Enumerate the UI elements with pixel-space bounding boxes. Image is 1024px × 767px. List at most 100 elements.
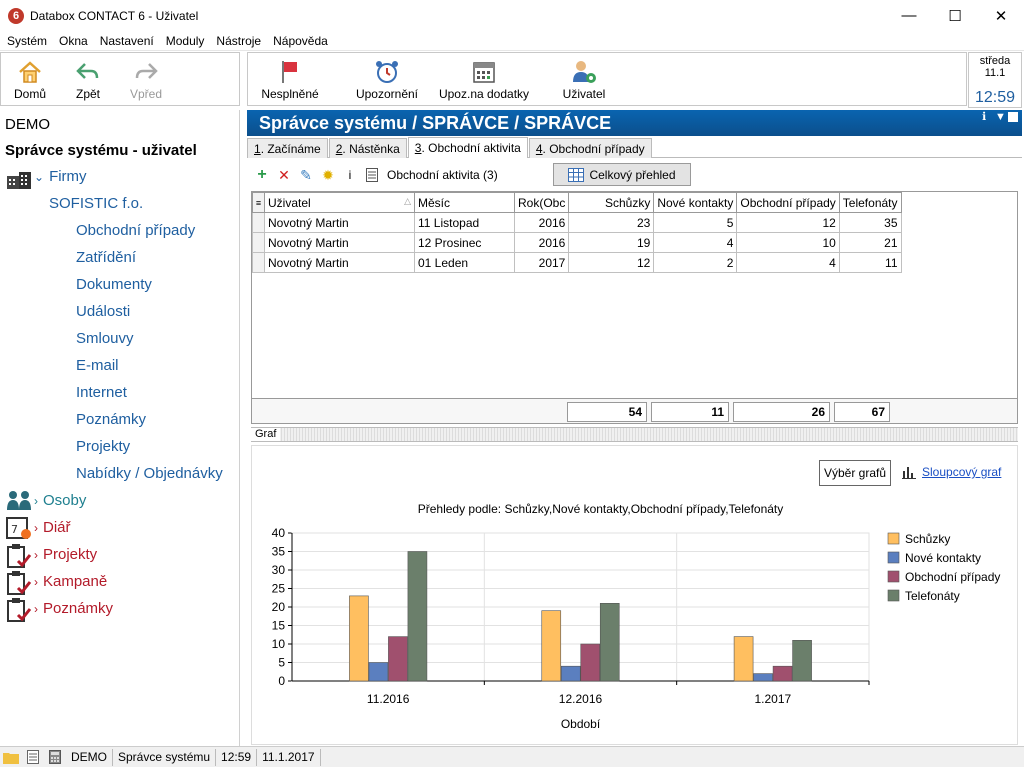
document-icon[interactable] xyxy=(22,750,44,764)
total-new-contacts: 11 xyxy=(651,402,729,422)
svg-text:7: 7 xyxy=(11,523,18,536)
column-header-label: Uživatel xyxy=(268,195,311,210)
column-header-month[interactable]: Měsíc xyxy=(414,192,515,213)
chevron-right-icon: › xyxy=(34,547,38,562)
chevron-right-icon: › xyxy=(34,601,38,616)
tree-subitem[interactable]: Poznámky xyxy=(76,411,147,428)
tab-zaciname[interactable]: 1. Začínáme xyxy=(247,138,328,158)
row-selector[interactable] xyxy=(252,252,265,273)
row-selector[interactable] xyxy=(252,212,265,233)
menu-modules[interactable]: Moduly xyxy=(165,33,205,48)
tree-subitem[interactable]: Nabídky / Objednávky xyxy=(76,465,223,482)
menu-tools[interactable]: Nástroje xyxy=(216,33,262,48)
info-button[interactable]: i xyxy=(348,168,352,182)
table-row[interactable]: Novotný Martin 11 Listopad 2016 23 5 12 … xyxy=(252,212,902,233)
notices-label: Upozornění xyxy=(355,87,419,101)
menu-windows[interactable]: Okna xyxy=(59,33,88,48)
bar-Telefonáty-1.2017 xyxy=(792,640,812,682)
cell-calls: 21 xyxy=(838,232,902,253)
delete-icon[interactable]: ✕ xyxy=(278,166,290,183)
edit-pencil-icon[interactable]: ✎ xyxy=(300,166,312,183)
tree-subitem[interactable]: Internet xyxy=(76,384,127,401)
bar-chart-link[interactable]: Sloupcový graf xyxy=(902,465,1001,479)
minimize-button[interactable]: — xyxy=(901,7,917,24)
maximize-button[interactable]: ☐ xyxy=(948,7,962,25)
chevron-right-icon: › xyxy=(34,493,38,508)
chart-select-button[interactable]: Výběr grafů xyxy=(819,460,891,486)
tree-diar-label: Diář xyxy=(43,519,71,536)
tree-firmy[interactable]: ⌄ Firmy xyxy=(34,168,87,185)
tree-osoby-label: Osoby xyxy=(43,492,87,509)
user-label: Uživatel xyxy=(562,87,606,101)
tab-obchodni-pripady[interactable]: 4. Obchodní případy xyxy=(528,138,652,158)
column-header-new-contacts[interactable]: Nové kontakty xyxy=(653,192,738,213)
calculator-icon[interactable] xyxy=(44,750,66,764)
y-tick-label: 25 xyxy=(272,582,286,596)
new-star-icon[interactable]: ✹ xyxy=(322,166,334,183)
cell-calls: 11 xyxy=(838,252,902,273)
column-header-meetings[interactable]: Schůzky xyxy=(568,192,655,213)
tree-subitem[interactable]: Projekty xyxy=(76,438,131,455)
unfinished-button[interactable]: Nesplněné xyxy=(260,53,320,105)
status-bar: DEMO Správce systému 12:59 11.1.2017 xyxy=(0,746,1024,767)
restore-icon[interactable] xyxy=(1008,112,1018,122)
home-button[interactable]: Domů xyxy=(1,53,59,105)
chevron-down-icon: ⌄ xyxy=(34,169,45,184)
clock-time: 12:59 xyxy=(974,89,1016,106)
tree-kampane[interactable]: › Kampaně xyxy=(34,573,107,590)
totals-row: 54 11 26 67 xyxy=(252,398,1017,423)
row-selector[interactable] xyxy=(252,232,265,253)
column-header-user[interactable]: Uživatel △ xyxy=(264,192,415,213)
bar-Schůzky-12.2016 xyxy=(541,610,562,682)
tab-obchodni-aktivita[interactable]: 3. Obchodní aktivita xyxy=(407,137,528,158)
cell-calls: 35 xyxy=(838,212,902,233)
close-button[interactable]: ✕ xyxy=(994,7,1008,25)
cell-month: 12 Prosinec xyxy=(414,232,515,253)
tree-diar[interactable]: › Diář xyxy=(34,519,71,536)
folder-icon[interactable] xyxy=(0,751,22,764)
column-header-calls[interactable]: Telefonáty xyxy=(838,192,902,213)
legend-swatch xyxy=(887,532,900,545)
menu-system[interactable]: Systém xyxy=(7,33,48,48)
tree-projekty[interactable]: › Projekty xyxy=(34,546,97,563)
column-header-business-cases[interactable]: Obchodní případy xyxy=(736,192,840,213)
tree-osoby[interactable]: › Osoby xyxy=(34,492,86,509)
notices-extra-button[interactable]: Upoz.na dodatky xyxy=(436,53,532,105)
user-button[interactable]: Uživatel xyxy=(554,53,614,105)
table-row[interactable]: Novotný Martin 12 Prosinec 2016 19 4 10 … xyxy=(252,232,902,253)
tree-projekty-label: Projekty xyxy=(43,546,98,563)
add-icon[interactable]: + xyxy=(257,166,267,183)
pin-icon[interactable]: ▼ xyxy=(995,111,1006,123)
tab-nastenka[interactable]: 2. Nástěnka xyxy=(328,138,407,158)
info-icon[interactable]: ℹ xyxy=(982,111,987,123)
menu-help[interactable]: Nápověda xyxy=(273,33,328,48)
tree-subitem[interactable]: Dokumenty xyxy=(76,276,152,293)
tab-number: 3 xyxy=(414,141,422,155)
tree-subitem[interactable]: Zatřídění xyxy=(76,249,137,266)
menu-settings[interactable]: Nastavení xyxy=(99,33,154,48)
clipboard-check-icon xyxy=(6,597,32,626)
document-list-icon[interactable] xyxy=(361,164,383,186)
back-button[interactable]: Zpět xyxy=(59,53,117,105)
bar-Obchodní případy-11.2016 xyxy=(388,636,408,682)
tree-subitem[interactable]: Obchodní případy xyxy=(76,222,196,239)
forward-button[interactable]: Vpřed xyxy=(117,53,175,105)
cell-year: 2017 xyxy=(513,252,570,273)
sidebar-user-title: Správce systému - uživatel xyxy=(5,142,197,159)
tab-label: . Obchodní případy xyxy=(542,141,645,156)
table-row[interactable]: Novotný Martin 01 Leden 2017 12 2 4 11 xyxy=(252,252,902,273)
overview-button[interactable]: Celkový přehled xyxy=(553,163,691,186)
notices-button[interactable]: Upozornění xyxy=(354,53,420,105)
column-header-year[interactable]: Rok(Obc xyxy=(513,192,570,213)
column-chooser-icon[interactable]: ≡ xyxy=(252,192,265,213)
legend-swatch xyxy=(887,589,900,602)
home-icon xyxy=(17,57,43,87)
tree-subitem[interactable]: Smlouvy xyxy=(76,330,134,347)
tree-kampane-label: Kampaně xyxy=(43,573,108,590)
graph-splitter[interactable]: Graf xyxy=(251,427,1018,442)
graph-splitter-label: Graf xyxy=(251,428,281,441)
tree-company[interactable]: SOFISTIC f.o. xyxy=(49,195,144,212)
tree-subitem[interactable]: Události xyxy=(76,303,131,320)
tree-poznamky[interactable]: › Poznámky xyxy=(34,600,113,617)
tree-subitem[interactable]: E-mail xyxy=(76,357,119,374)
